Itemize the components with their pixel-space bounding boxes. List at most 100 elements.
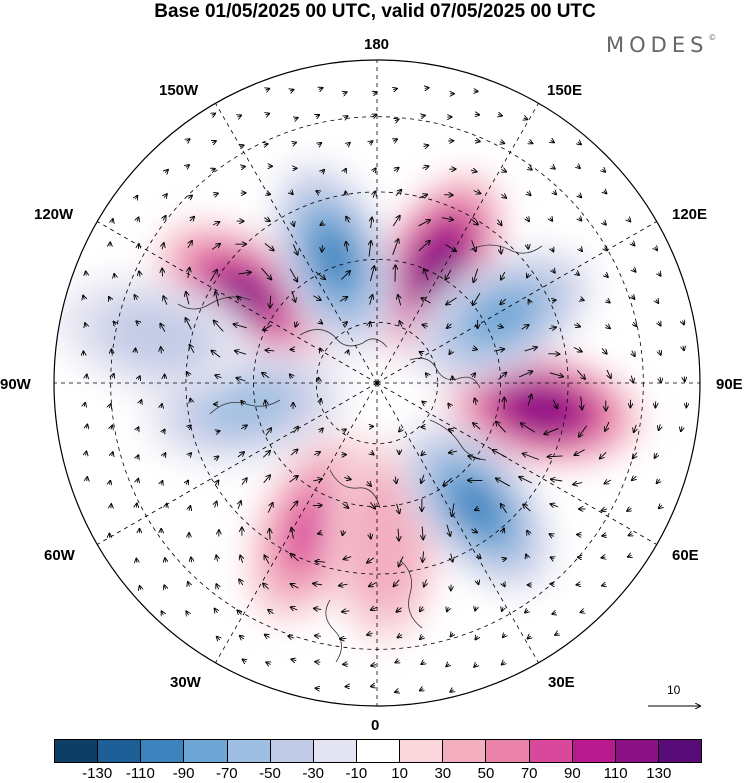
wind-arrow bbox=[475, 607, 476, 611]
wind-arrow bbox=[477, 581, 478, 585]
colorbar-label: -130 bbox=[82, 765, 113, 782]
lon-label-150w: 150W bbox=[159, 82, 199, 99]
wind-arrow bbox=[471, 529, 478, 532]
map-title: Base 01/05/2025 00 UTC, valid 07/05/2025… bbox=[154, 1, 596, 22]
wind-arrow bbox=[239, 579, 243, 586]
wind-arrow bbox=[550, 534, 554, 537]
colorbar-label: 90 bbox=[564, 765, 581, 782]
wind-arrow bbox=[165, 558, 166, 562]
wind-arrow bbox=[114, 274, 115, 278]
wind-arrow bbox=[161, 481, 163, 485]
wind-arrow bbox=[550, 218, 552, 221]
wind-arrow bbox=[605, 247, 608, 250]
wind-arrow bbox=[399, 556, 404, 566]
wind-arrow bbox=[266, 89, 270, 91]
wind-arrow bbox=[263, 324, 272, 330]
wind-arrow bbox=[421, 662, 424, 664]
wind-arrow bbox=[342, 503, 348, 508]
wind-arrow bbox=[555, 633, 558, 635]
wind-arrow bbox=[633, 269, 636, 272]
wind-arrow bbox=[189, 453, 192, 456]
wind-arrow bbox=[553, 191, 556, 194]
wind-arrow bbox=[470, 170, 477, 172]
wind-arrow bbox=[369, 266, 374, 282]
wind-arrow bbox=[266, 662, 270, 664]
wind-arrow bbox=[316, 191, 319, 193]
wind-arrow bbox=[135, 196, 137, 199]
wind-arrow bbox=[215, 501, 217, 508]
wind-arrow bbox=[86, 451, 87, 455]
wind-arrow bbox=[112, 374, 114, 378]
meridian bbox=[97, 382, 378, 545]
meridian bbox=[376, 382, 539, 663]
wind-arrow bbox=[86, 375, 87, 379]
wind-arrow bbox=[657, 479, 660, 483]
wind-arrow bbox=[473, 292, 481, 305]
wind-arrow bbox=[550, 504, 559, 507]
wind-arrow bbox=[237, 296, 241, 300]
wind-arrow bbox=[241, 478, 247, 485]
wind-arrow bbox=[503, 634, 506, 637]
wind-arrow bbox=[472, 373, 475, 377]
wind-arrow bbox=[216, 431, 220, 432]
wind-arrow bbox=[602, 557, 606, 558]
colorbar-segment bbox=[270, 740, 314, 762]
wind-arrow bbox=[447, 607, 449, 611]
wind-arrow bbox=[186, 165, 189, 167]
wind-arrow bbox=[496, 478, 511, 487]
wind-arrow bbox=[581, 396, 582, 409]
wind-arrow bbox=[552, 248, 554, 252]
wind-arrow bbox=[502, 529, 504, 533]
colorbar-label: -70 bbox=[215, 765, 238, 782]
colorbar-label: -90 bbox=[172, 765, 195, 782]
wind-arrow bbox=[139, 271, 140, 277]
lon-label-0: 0 bbox=[371, 717, 380, 734]
wind-arrow bbox=[421, 474, 424, 483]
wind-arrow bbox=[441, 218, 453, 220]
wind-arrow bbox=[447, 524, 450, 536]
wind-arrow bbox=[369, 582, 377, 586]
colorbar-segment bbox=[572, 740, 616, 762]
wind-arrow bbox=[632, 350, 635, 357]
wind-arrow bbox=[580, 611, 584, 612]
wind-arrow bbox=[289, 501, 298, 511]
wind-arrow bbox=[529, 300, 531, 304]
wind-arrow bbox=[394, 579, 400, 587]
wind-arrow bbox=[548, 456, 563, 457]
wind-arrow bbox=[344, 477, 351, 479]
wind-arrow bbox=[367, 557, 375, 563]
wind-arrow bbox=[602, 169, 605, 172]
wind-arrow bbox=[313, 479, 322, 481]
meridian bbox=[376, 221, 657, 384]
wind-arrow bbox=[136, 559, 137, 563]
wind-arrow bbox=[521, 325, 529, 329]
coastline-segment bbox=[399, 559, 423, 629]
wind-arrow bbox=[140, 586, 141, 590]
wind-arrow bbox=[344, 557, 352, 560]
colorbar-segment bbox=[227, 740, 271, 762]
wind-arrow bbox=[211, 169, 215, 171]
wind-arrow bbox=[373, 168, 376, 172]
wind-arrow bbox=[339, 297, 347, 302]
wind-arrow bbox=[315, 636, 322, 637]
wind-arrow bbox=[214, 321, 224, 332]
colorbar-label: -10 bbox=[345, 765, 368, 782]
wind-arrow bbox=[212, 222, 219, 225]
wind-arrow bbox=[112, 219, 113, 223]
wind-arrow bbox=[319, 88, 323, 90]
wind-arrow bbox=[266, 114, 270, 115]
lon-label-30e: 30E bbox=[548, 674, 575, 691]
wind-arrow bbox=[190, 345, 195, 354]
wind-arrow bbox=[424, 579, 427, 587]
wind-arrow bbox=[398, 295, 401, 306]
wind-arrow bbox=[188, 425, 191, 428]
logo-text: MODES bbox=[606, 33, 709, 57]
wind-arrow bbox=[474, 664, 477, 667]
wind-arrow bbox=[320, 223, 323, 225]
wind-arrow bbox=[501, 194, 506, 198]
wind-arrow bbox=[211, 351, 221, 358]
wind-arrow bbox=[551, 557, 555, 559]
wind-arrow bbox=[270, 295, 271, 308]
colorbar-segment bbox=[356, 740, 401, 762]
